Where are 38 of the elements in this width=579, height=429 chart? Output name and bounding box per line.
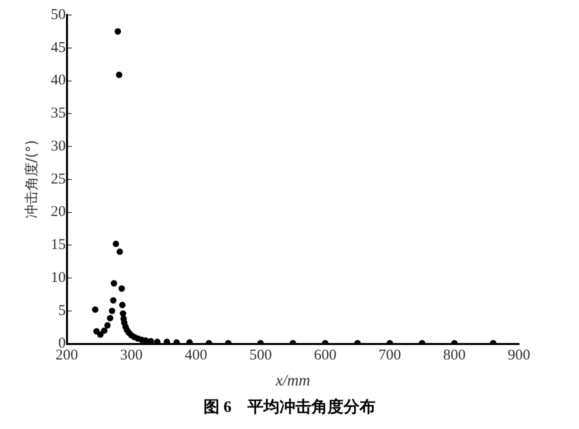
x-tick-label: 500 xyxy=(249,348,272,364)
x-tick-label: 200 xyxy=(56,348,78,364)
y-tick-label: 25 xyxy=(50,171,66,188)
x-tick-label: 900 xyxy=(508,348,530,364)
point xyxy=(116,72,122,78)
x-tick-label: 800 xyxy=(443,348,466,364)
point xyxy=(106,314,114,322)
point xyxy=(164,338,170,344)
caption: 图 6 平均冲击角度分布 xyxy=(202,397,376,418)
point xyxy=(110,297,117,304)
point xyxy=(186,339,193,344)
point xyxy=(112,240,120,248)
y-tick-label: 10 xyxy=(50,270,66,286)
y-tick-label: 40 xyxy=(50,72,66,89)
point xyxy=(101,327,108,334)
y-tick-label: 5 xyxy=(58,302,66,319)
y-tick-label: 45 xyxy=(50,40,66,56)
x-tick-label: 400 xyxy=(184,348,208,364)
y-tick-label: 20 xyxy=(50,204,66,220)
point xyxy=(92,306,98,313)
point xyxy=(104,322,111,329)
y-tick-label: 35 xyxy=(50,106,66,122)
y-tick-label: 15 xyxy=(50,237,66,254)
x-axis-title: x/mm xyxy=(274,372,310,390)
x-tick-label: 600 xyxy=(314,348,336,364)
x-tick-label: 300 xyxy=(120,348,143,364)
point xyxy=(173,339,180,344)
point xyxy=(110,280,118,286)
point xyxy=(114,28,122,35)
point xyxy=(116,248,123,255)
y-tick-label: 30 xyxy=(50,138,66,154)
x-tick-label: 700 xyxy=(378,348,402,364)
point xyxy=(97,331,104,338)
point xyxy=(119,302,126,308)
y-tick-label: 50 xyxy=(50,6,66,23)
point xyxy=(118,285,125,292)
point xyxy=(108,308,116,314)
y-axis-title: 冲击角度/(°) xyxy=(24,140,40,219)
